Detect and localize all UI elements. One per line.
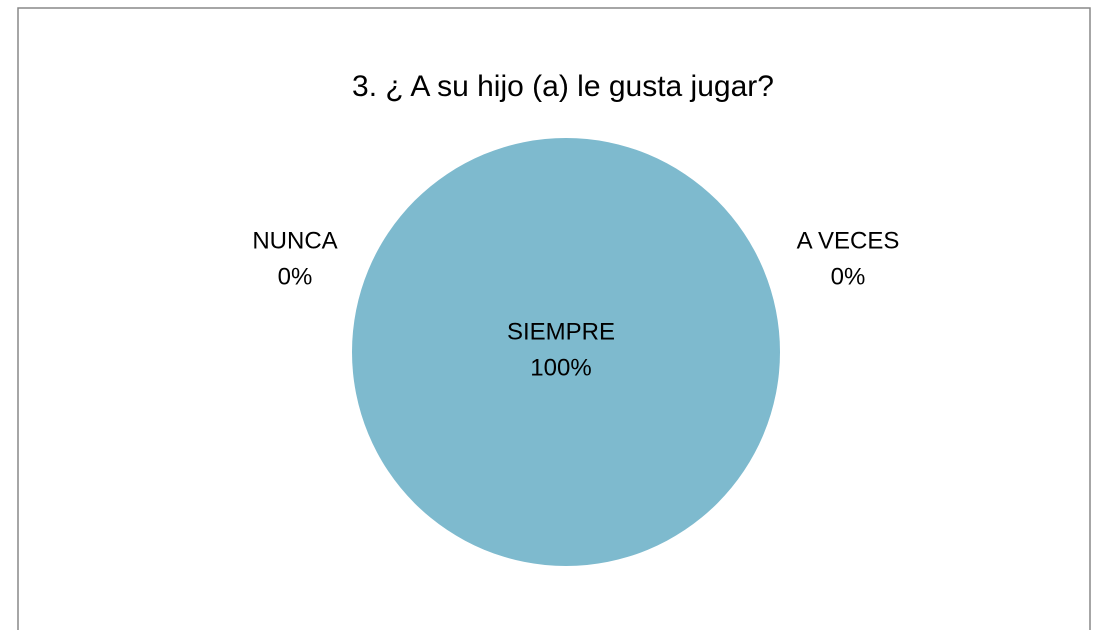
slice-value-label: 0% xyxy=(831,263,866,290)
slice-label: NUNCA xyxy=(252,227,337,254)
pie-slice xyxy=(352,138,780,566)
slice-label: A VECES xyxy=(797,227,900,254)
slice-label: SIEMPRE xyxy=(507,318,615,345)
slice-value-label: 100% xyxy=(530,354,591,381)
slice-value-label: 0% xyxy=(278,263,313,290)
chart-title: 3. ¿ A su hijo (a) le gusta jugar? xyxy=(352,70,774,103)
